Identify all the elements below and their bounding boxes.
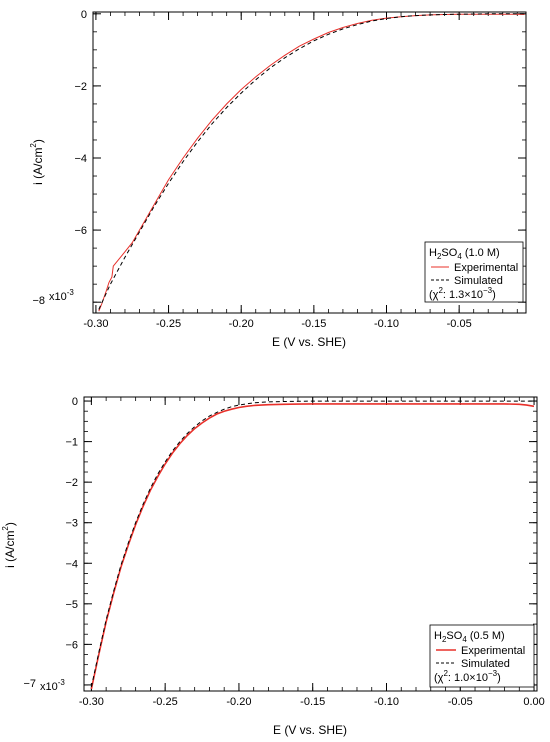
legend-top: H2SO4 (1.0 M) Experimental Simulated (χ2… xyxy=(424,241,524,303)
legend-title-bottom: H2SO4 (0.5 M) xyxy=(434,630,505,644)
x-tick-label-top: -0.25 xyxy=(156,318,181,330)
x-axis-label-bottom: E (V vs. SHE) xyxy=(273,723,347,737)
legend-title-so-top: SO xyxy=(441,247,457,259)
legend-title-so-bottom: SO xyxy=(446,630,462,642)
x-tick-label-top: -0.10 xyxy=(374,318,399,330)
legend-title-h-top: H xyxy=(429,247,437,259)
x-tick-label-bottom: -0.05 xyxy=(448,696,473,708)
legend-fit-sup2-bottom: −3 xyxy=(488,669,498,678)
y-axis-label-top: i (A/cm2) xyxy=(29,139,45,185)
chart-bottom: -0.30 -0.25 -0.20 -0.15 -0.10 -0.05 0.00 0 −1 −2 −… xyxy=(1,396,545,737)
legend-fit-mid-bottom: : 1.0×10 xyxy=(448,672,488,684)
legend-title-sub-top: 2 xyxy=(437,252,442,261)
legend-fit-sup-top: 2 xyxy=(438,286,443,295)
y-tick-label-bottom: −4 xyxy=(65,558,78,570)
x-axis-label-top: E (V vs. SHE) xyxy=(272,335,346,349)
y-scale-base-top: x10 xyxy=(49,291,67,303)
legend-fit-bottom: (χ2: 1.0×10−3) xyxy=(434,669,501,684)
chart-top: -0.30 -0.25 -0.20 -0.15 -0.10 -0.050−2−4−6−8 … xyxy=(29,9,527,349)
y-axis-label-sup-bottom: 2 xyxy=(1,526,10,531)
legend-fit-suffix-top: ) xyxy=(492,289,496,301)
x-tick-label-bottom: -0.15 xyxy=(300,696,325,708)
legend-title-top: H2SO4 (1.0 M) xyxy=(429,247,500,261)
tick-labels-bottom: -0.30 -0.25 -0.20 -0.15 -0.10 -0.05 0.00 0 −1 −2 −… xyxy=(23,396,544,708)
x-tick-label-top: -0.15 xyxy=(301,318,326,330)
y-tick-label-bottom: −2 xyxy=(65,477,78,489)
y-tick-label-bottom: 0 xyxy=(72,396,78,408)
legend-fit-suffix-bottom: ) xyxy=(497,672,501,684)
x-tick-label-bottom: -0.10 xyxy=(374,696,399,708)
legend-box-top xyxy=(424,241,524,303)
x-tick-label-bottom: 0.00 xyxy=(523,696,544,708)
axis-ticks-bottom xyxy=(84,397,537,691)
x-tick-label-bottom: -0.20 xyxy=(226,696,251,708)
y-scale-base-bottom: x10 xyxy=(40,681,58,693)
legend-title-sub2-top: 4 xyxy=(457,252,462,261)
legend-box-bottom xyxy=(429,624,535,688)
axis-ticks-top xyxy=(93,12,526,313)
y-tick-label-top: −8 xyxy=(32,295,45,307)
series-layer-top xyxy=(98,13,525,312)
x-tick-label-top: -0.20 xyxy=(229,318,254,330)
legend-label-simulated-bottom: Simulated xyxy=(461,658,510,670)
series-line-simulated-bottom xyxy=(90,400,534,688)
x-tick-label-top: -0.05 xyxy=(447,318,472,330)
legend-bottom: H2SO4 (0.5 M) Experimental Simulated (χ2… xyxy=(429,624,535,688)
y-axis-label-close-bottom: ) xyxy=(3,522,17,526)
x-tick-label-top: -0.30 xyxy=(83,318,108,330)
y-axis-label-base-bottom: i (A/cm xyxy=(3,531,17,568)
legend-title-sub2-bottom: 4 xyxy=(462,635,467,644)
legend-fit-sup-bottom: 2 xyxy=(443,669,448,678)
legend-label-simulated-top: Simulated xyxy=(454,275,503,287)
legend-title-conc-bottom: (0.5 M) xyxy=(467,630,505,642)
y-tick-label-top: −4 xyxy=(74,153,87,165)
legend-fit-sup2-top: −3 xyxy=(483,286,493,295)
y-tick-label-top: 0 xyxy=(81,9,87,21)
x-tick-label-bottom: -0.30 xyxy=(79,696,104,708)
legend-label-experimental-top: Experimental xyxy=(454,262,518,274)
legend-title-conc-top: (1.0 M) xyxy=(462,247,500,259)
plot-frame-bottom xyxy=(83,396,538,692)
series-line-experimental-bottom xyxy=(90,403,535,690)
tick-labels-top: -0.30 -0.25 -0.20 -0.15 -0.10 -0.05 0 −2 −4 −6 −8 xyxy=(32,9,471,330)
x-tick-label-bottom: -0.25 xyxy=(153,696,178,708)
y-scale-label-bottom: x10-3 xyxy=(40,678,65,693)
legend-title-h-bottom: H xyxy=(434,630,442,642)
y-tick-label-bottom: −1 xyxy=(65,437,78,449)
y-tick-label-bottom: −7 xyxy=(23,678,36,690)
y-tick-label-top: −2 xyxy=(74,81,87,93)
legend-fit-top: (χ2: 1.3×10−3) xyxy=(429,286,496,301)
y-axis-label-sup-top: 2 xyxy=(29,143,38,148)
legend-fit-mid-top: : 1.3×10 xyxy=(443,289,483,301)
y-tick-label-top: −6 xyxy=(74,225,87,237)
y-tick-label-bottom: −5 xyxy=(65,599,78,611)
y-scale-exp-top: -3 xyxy=(67,288,75,297)
y-scale-label-top: x10-3 xyxy=(49,288,74,303)
legend-label-experimental-bottom: Experimental xyxy=(461,645,525,657)
legend-fit-prefix-top: (χ xyxy=(429,289,439,301)
y-axis-label-base-top: i (A/cm xyxy=(31,148,45,185)
y-scale-exp-bottom: -3 xyxy=(58,678,66,687)
y-tick-label-bottom: −6 xyxy=(65,639,78,651)
plot-frame-top xyxy=(92,11,527,314)
y-axis-label-bottom: i (A/cm2) xyxy=(1,522,17,568)
legend-fit-prefix-bottom: (χ xyxy=(434,672,444,684)
y-tick-label-bottom: −3 xyxy=(65,518,78,530)
series-layer-bottom xyxy=(90,400,535,690)
series-line-simulated-top xyxy=(98,13,525,310)
legend-title-sub-bottom: 2 xyxy=(442,635,447,644)
y-axis-label-close-top: ) xyxy=(31,139,45,143)
